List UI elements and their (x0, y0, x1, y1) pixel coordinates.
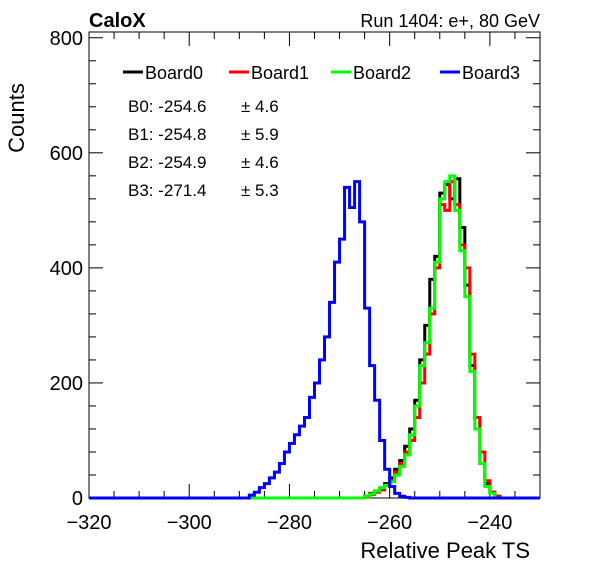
stat-error-b3: ± 5.3 (241, 181, 279, 200)
axis-tick-labels: −320 −300 −280 −260 −240 0 200 400 600 800 (50, 28, 513, 534)
chart-header-left: CaloX (89, 10, 146, 32)
stat-value-b3: B3: -271.4 (128, 181, 206, 200)
stat-value-b2: B2: -254.9 (128, 153, 206, 172)
stat-error-b1: ± 5.9 (241, 125, 279, 144)
legend-label-board1: Board1 (251, 63, 309, 83)
stats-box: B0: -254.6 ± 4.6 B1: -254.8 ± 5.9 B2: -254.9… (128, 97, 279, 200)
legend-label-board2: Board2 (353, 63, 411, 83)
legend-label-board3: Board3 (462, 63, 520, 83)
chart-header-right: Run 1404: e+, 80 GeV (360, 11, 540, 31)
stat-value-b1: B1: -254.8 (128, 125, 206, 144)
x-axis-title: Relative Peak TS (360, 538, 530, 563)
x-tick-label: −240 (467, 512, 512, 534)
y-tick-label: 200 (50, 373, 83, 395)
legend: Board0 Board1 Board2 Board3 (123, 63, 520, 83)
axis-ticks (88, 32, 541, 499)
histogram-board3 (89, 180, 540, 500)
stat-value-b0: B0: -254.6 (128, 97, 206, 116)
x-tick-label: −320 (66, 512, 111, 534)
stat-error-b0: ± 4.6 (241, 97, 279, 116)
y-tick-label: 400 (50, 258, 83, 280)
stat-error-b2: ± 4.6 (241, 153, 279, 172)
x-tick-label: −260 (367, 512, 412, 534)
y-axis-title: Counts (4, 83, 29, 153)
x-tick-label: −280 (267, 512, 312, 534)
y-tick-label: 800 (50, 28, 83, 50)
y-tick-label: 0 (72, 488, 83, 510)
histogram-series (89, 174, 540, 500)
legend-label-board0: Board0 (145, 63, 203, 83)
histogram-board0 (89, 177, 540, 500)
histogram-board2 (89, 174, 540, 500)
x-tick-label: −300 (167, 512, 212, 534)
histogram-board1 (89, 180, 540, 500)
y-tick-label: 600 (50, 143, 83, 165)
